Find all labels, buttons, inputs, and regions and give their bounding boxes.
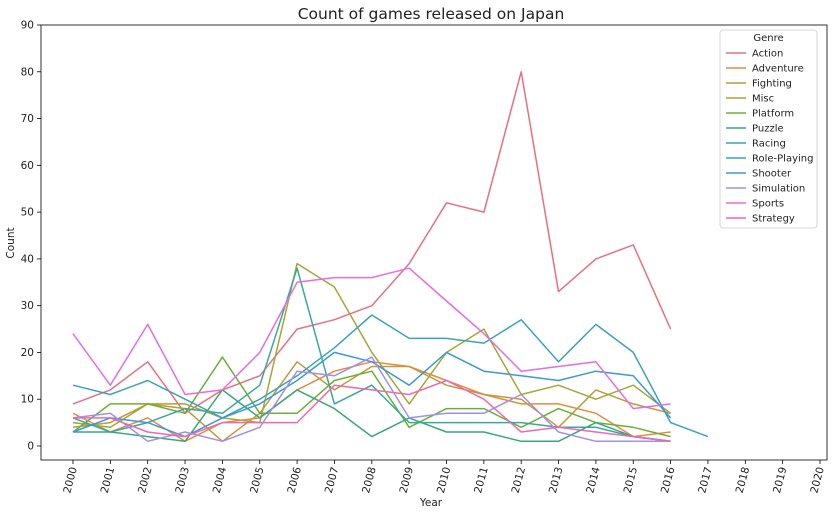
series-line-fighting <box>72 361 671 443</box>
x-tick-label: 2010 <box>435 466 454 495</box>
x-tick-label: 2011 <box>472 466 491 495</box>
y-tick-label: 70 <box>21 113 34 125</box>
legend-label: Fighting <box>752 79 792 90</box>
legend-label: Racing <box>752 139 786 150</box>
plot-frame <box>40 24 828 461</box>
x-tick-label: 2019 <box>771 466 790 495</box>
x-tick-label: 2016 <box>659 465 678 494</box>
y-tick-label: 20 <box>21 347 34 359</box>
series-line-strategy <box>73 379 671 443</box>
series-line-sports <box>72 267 671 410</box>
y-tick-label: 30 <box>21 300 34 312</box>
legend-label: Action <box>752 49 783 60</box>
x-tick-label: 2000 <box>61 466 80 495</box>
legend-label: Shooter <box>752 169 792 180</box>
x-tick-label: 2009 <box>398 466 417 495</box>
x-tick-label: 2003 <box>173 466 192 495</box>
legend-label: Adventure <box>752 64 804 75</box>
x-tick-label: 2005 <box>248 466 267 495</box>
series-line-misc <box>72 262 672 429</box>
legend-label: Misc <box>752 94 774 105</box>
x-tick-label: 2014 <box>584 465 603 494</box>
y-tick-label: 80 <box>21 66 34 78</box>
y-tick-label: 10 <box>21 394 34 406</box>
series-line-action <box>72 71 672 415</box>
legend-label: Sports <box>752 199 784 210</box>
y-tick-label: 0 <box>27 441 34 453</box>
y-tick-label: 90 <box>21 20 34 32</box>
y-tick-label: 40 <box>21 253 34 265</box>
y-tick-label: 60 <box>21 160 34 172</box>
x-tick-label: 2002 <box>136 466 155 495</box>
legend: Genre Action Adventure Fighting Misc Platform… <box>719 29 818 229</box>
legend-label: Simulation <box>752 184 805 195</box>
legend-label: Strategy <box>752 214 795 225</box>
legend-box <box>719 29 818 229</box>
series-line-role-playing <box>72 314 709 438</box>
legend-label: Role-Playing <box>752 154 813 165</box>
x-tick-label: 2012 <box>510 466 529 495</box>
x-tick-label: 2006 <box>285 465 304 494</box>
y-axis: 0 10 20 30 40 50 60 70 80 90 <box>21 20 41 453</box>
x-axis-label: Year <box>419 497 443 509</box>
y-axis-label: Count <box>5 227 17 258</box>
legend-title: Genre <box>753 33 783 44</box>
x-tick-label: 2007 <box>323 466 342 495</box>
legend-label: Puzzle <box>752 124 784 135</box>
series-line-racing <box>72 267 671 443</box>
chart-title: Count of games released on Japan <box>298 5 565 23</box>
series-line-shooter <box>72 351 672 438</box>
x-tick-label: 2020 <box>808 466 827 495</box>
y-tick-label: 50 <box>21 207 34 219</box>
x-axis: 2000 2001 2002 2003 2004 2005 2006 2007 2008 2009… <box>61 460 827 495</box>
x-tick-label: 2008 <box>360 466 379 495</box>
x-tick-label: 2018 <box>734 466 753 495</box>
x-tick-label: 2017 <box>696 466 715 495</box>
legend-label: Platform <box>752 109 794 120</box>
plot-border <box>40 24 828 461</box>
x-tick-label: 2001 <box>99 466 118 495</box>
x-tick-label: 2004 <box>211 465 230 494</box>
series-layer <box>72 71 709 443</box>
series-line-platform <box>72 356 671 438</box>
x-tick-label: 2015 <box>622 466 641 495</box>
x-tick-label: 2013 <box>547 466 566 495</box>
